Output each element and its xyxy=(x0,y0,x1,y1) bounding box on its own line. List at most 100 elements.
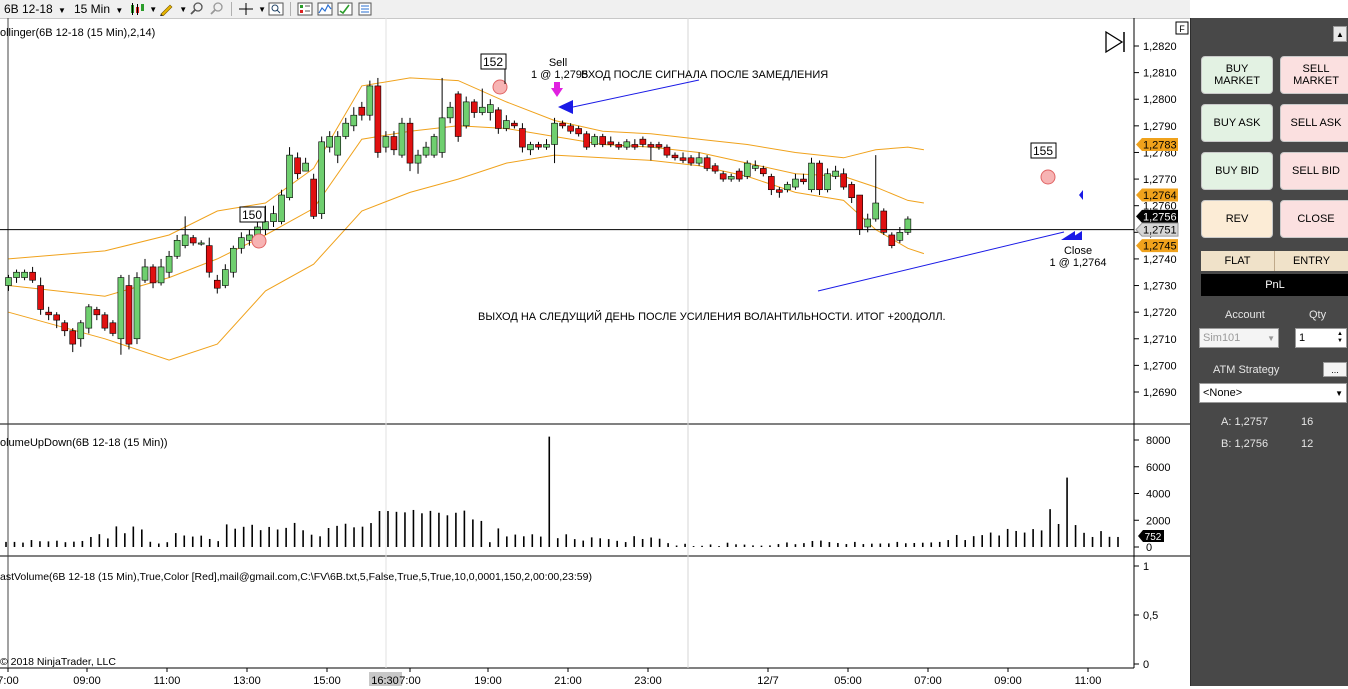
bid-size-label: 12 xyxy=(1301,438,1314,450)
account-select[interactable]: Sim101 ▼ xyxy=(1199,328,1279,348)
candle-down xyxy=(205,245,213,273)
entry-annotation-text[interactable]: ВХОД ПОСЛЕ СИГНАЛА ПОСЛЕ ЗАМЕДЛЕНИЯ xyxy=(581,69,828,81)
candle-up xyxy=(342,122,350,137)
buy-market-button[interactable]: BUY MARKET xyxy=(1201,56,1273,94)
candle-up xyxy=(334,136,342,156)
close-button[interactable]: CLOSE xyxy=(1280,200,1348,238)
time-tick-label: 7:00 xyxy=(0,675,19,686)
candle-down xyxy=(93,309,101,316)
chevron-down-icon[interactable]: ▼ xyxy=(179,4,188,14)
candle-up xyxy=(382,136,390,148)
sell-ask-button[interactable]: SELL ASK xyxy=(1280,104,1348,142)
properties-icon[interactable] xyxy=(357,2,373,16)
exit-annotation-text[interactable]: ВЫХОД НА СЛЕДУЩИЙ ДЕНЬ ПОСЛЕ УСИЛЕНИЯ ВО… xyxy=(478,310,946,323)
candle-up xyxy=(5,277,12,286)
candle-up xyxy=(808,162,815,191)
candle-up xyxy=(246,234,253,241)
candle-up xyxy=(157,266,165,284)
candle-up xyxy=(743,162,751,177)
buy-market-label: BUY MARKET xyxy=(1214,63,1260,87)
candle-up xyxy=(302,162,309,172)
reverse-button[interactable]: REV xyxy=(1201,200,1273,238)
volume-last-marker-text: 752 xyxy=(1145,532,1162,543)
candle-down xyxy=(511,122,518,127)
interval-selector[interactable]: 15 Min ▼ xyxy=(70,2,127,16)
candle-down xyxy=(599,136,607,145)
reverse-label: REV xyxy=(1225,213,1249,225)
sell-execution-label: Sell xyxy=(549,57,567,69)
volume-tick-label: 0 xyxy=(1146,542,1152,554)
chart-options-label: F xyxy=(1179,24,1185,34)
instrument-selector[interactable]: 6B 12-18 ▼ xyxy=(0,2,70,16)
time-tick-label: 11:00 xyxy=(1075,675,1102,686)
price-marker xyxy=(1136,239,1178,253)
play-forward-icon[interactable] xyxy=(1105,30,1124,54)
candle-up xyxy=(695,157,703,164)
bar-number-box xyxy=(239,206,266,223)
candle-up xyxy=(117,277,125,340)
trend-line-drawing[interactable] xyxy=(817,231,1065,292)
sell-execution-price: 1 @ 1,2795 xyxy=(531,69,588,81)
candle-down xyxy=(840,173,847,188)
price-marker xyxy=(1135,222,1179,237)
chevron-down-icon: ▼ xyxy=(1267,333,1275,343)
scroll-up-button[interactable]: ▲ xyxy=(1333,26,1347,42)
candle-up xyxy=(824,173,831,191)
time-tick-label: 7:00 xyxy=(399,675,420,686)
chevron-down-icon: ▼ xyxy=(1335,388,1343,398)
time-tick-label: 13:00 xyxy=(233,675,261,686)
close-execution-triangle-icon xyxy=(1068,231,1082,240)
candle-up xyxy=(527,144,534,151)
entry-tab-label: ENTRY xyxy=(1292,255,1331,267)
crosshair-time-marker xyxy=(369,672,402,686)
candle-down xyxy=(559,122,566,127)
price-tick-label: 1,2740 xyxy=(1143,254,1177,266)
chevron-down-icon[interactable]: ▼ xyxy=(258,4,267,14)
quantity-stepper[interactable]: 1 ▲ ▼ xyxy=(1295,328,1347,348)
candle-up xyxy=(872,202,880,220)
time-tick-label: 21:00 xyxy=(554,675,582,686)
crosshair-icon[interactable] xyxy=(238,2,254,16)
atm-more-button[interactable]: ... xyxy=(1323,362,1347,377)
buy-bid-button[interactable]: BUY BID xyxy=(1201,152,1273,190)
candlestick-style-icon[interactable] xyxy=(129,2,145,16)
candle-down xyxy=(888,234,896,246)
bollinger-upper-band xyxy=(8,77,924,260)
buy-ask-button[interactable]: BUY ASK xyxy=(1201,104,1273,142)
position-tabs: FLAT ENTRY xyxy=(1201,251,1348,271)
drawing-pencil-icon[interactable] xyxy=(159,2,175,16)
order-marker-icon xyxy=(1079,190,1083,200)
zoom-out-icon[interactable] xyxy=(209,2,225,16)
chevron-down-icon[interactable]: ▼ xyxy=(149,4,158,14)
entry-tab[interactable]: ENTRY xyxy=(1275,251,1348,271)
pnl-label: PnL xyxy=(1265,279,1285,291)
candle-up xyxy=(222,269,229,286)
volume-indicator-label: olumeUpDown(6B 12-18 (15 Min)) xyxy=(0,437,168,449)
data-box-icon[interactable] xyxy=(268,2,284,16)
strategies-icon[interactable] xyxy=(337,2,353,16)
candle-down xyxy=(213,279,221,289)
candle-down xyxy=(687,157,695,164)
account-select-value: Sim101 xyxy=(1203,332,1241,344)
price-marker xyxy=(1136,209,1178,223)
price-axis[interactable]: 1,28201,28101,28001,27901,27801,27701,27… xyxy=(1134,41,1177,399)
sell-market-button[interactable]: SELL MARKET xyxy=(1280,56,1348,94)
price-tick-label: 1,2760 xyxy=(1143,201,1177,213)
candle-up xyxy=(326,136,334,148)
zoom-in-icon[interactable] xyxy=(189,2,205,16)
trend-line-drawing[interactable] xyxy=(572,79,700,108)
indicators-icon[interactable] xyxy=(317,2,333,16)
stepper-arrows-icon[interactable]: ▲ ▼ xyxy=(1337,331,1343,344)
time-axis[interactable]: 7:00 09:00 11:00 13:00 15:00 7:00 19:00 21:00 23… xyxy=(0,668,1102,687)
sell-bid-button[interactable]: SELL BID xyxy=(1280,152,1348,190)
chart-options-box[interactable] xyxy=(1175,21,1189,35)
chart-trader-icon[interactable] xyxy=(297,2,313,16)
candle-up xyxy=(318,141,325,214)
atm-strategy-select[interactable]: <None> ▼ xyxy=(1199,383,1347,403)
pnl-display: PnL xyxy=(1201,274,1348,296)
chart-area[interactable]: 150 152 155 Sell 1 @ 1,2795 ВХОД ПОСЛЕ С… xyxy=(0,18,1190,687)
sell-execution-triangle-icon xyxy=(558,100,573,114)
candle-down xyxy=(800,178,807,183)
price-tick-label: 1,2770 xyxy=(1143,174,1177,186)
flat-tab[interactable]: FLAT xyxy=(1201,251,1275,271)
